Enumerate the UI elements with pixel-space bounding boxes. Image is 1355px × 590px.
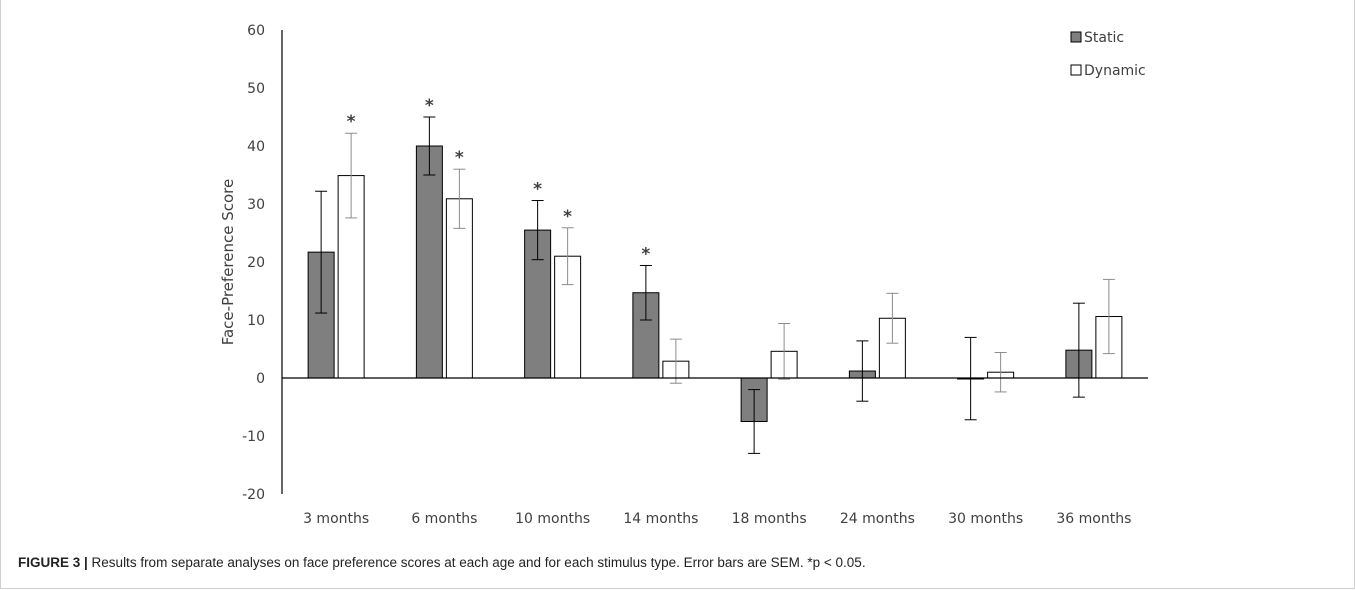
y-tick-label: 50 xyxy=(247,81,265,97)
bars xyxy=(308,146,1122,422)
y-tick-label: 30 xyxy=(247,197,265,213)
x-tick-label: 24 months xyxy=(840,511,915,527)
significance-star: * xyxy=(641,244,650,264)
x-tick-label: 3 months xyxy=(303,511,369,527)
figure-caption-label: FIGURE 3 | xyxy=(18,555,88,570)
x-tick-label: 30 months xyxy=(948,511,1023,527)
x-axis-labels: 3 months 6 months 10 months 14 months 18 mon… xyxy=(303,511,1131,527)
y-axis-label: Face-Preference Score xyxy=(219,179,237,346)
y-tick-label: 20 xyxy=(247,255,265,271)
significance-star: * xyxy=(563,207,572,227)
figure-caption: FIGURE 3 | Results from separate analyse… xyxy=(18,555,866,570)
x-tick-label: 10 months xyxy=(515,511,590,527)
significance-star: * xyxy=(425,96,434,116)
significance-star: * xyxy=(533,180,542,200)
y-tick-label: 0 xyxy=(256,371,265,387)
bar-chart: -20 -10 0 10 20 30 40 50 60 * * * * * * 3 months 6 mon… xyxy=(0,0,1355,545)
y-tick-label: 10 xyxy=(247,313,265,329)
y-tick-label: 60 xyxy=(247,23,265,39)
x-tick-label: 18 months xyxy=(732,511,807,527)
x-tick-label: 14 months xyxy=(623,511,698,527)
legend: Static Dynamic xyxy=(1071,30,1146,79)
figure-caption-text: Results from separate analyses on face p… xyxy=(88,555,866,570)
legend-label-dynamic: Dynamic xyxy=(1084,63,1146,79)
legend-label-static: Static xyxy=(1084,30,1124,46)
y-tick-label: -10 xyxy=(242,429,265,445)
x-tick-label: 6 months xyxy=(411,511,477,527)
legend-swatch-dynamic xyxy=(1071,65,1081,75)
x-tick-label: 36 months xyxy=(1056,511,1131,527)
significance-star: * xyxy=(347,112,356,132)
y-axis-ticks: -20 -10 0 10 20 30 40 50 60 xyxy=(242,23,265,503)
legend-swatch-static xyxy=(1071,32,1081,42)
y-tick-label: 40 xyxy=(247,139,265,155)
bar-static xyxy=(416,146,442,378)
significance-star: * xyxy=(455,148,464,168)
significance-markers: * * * * * * xyxy=(347,96,651,264)
y-tick-label: -20 xyxy=(242,487,265,503)
